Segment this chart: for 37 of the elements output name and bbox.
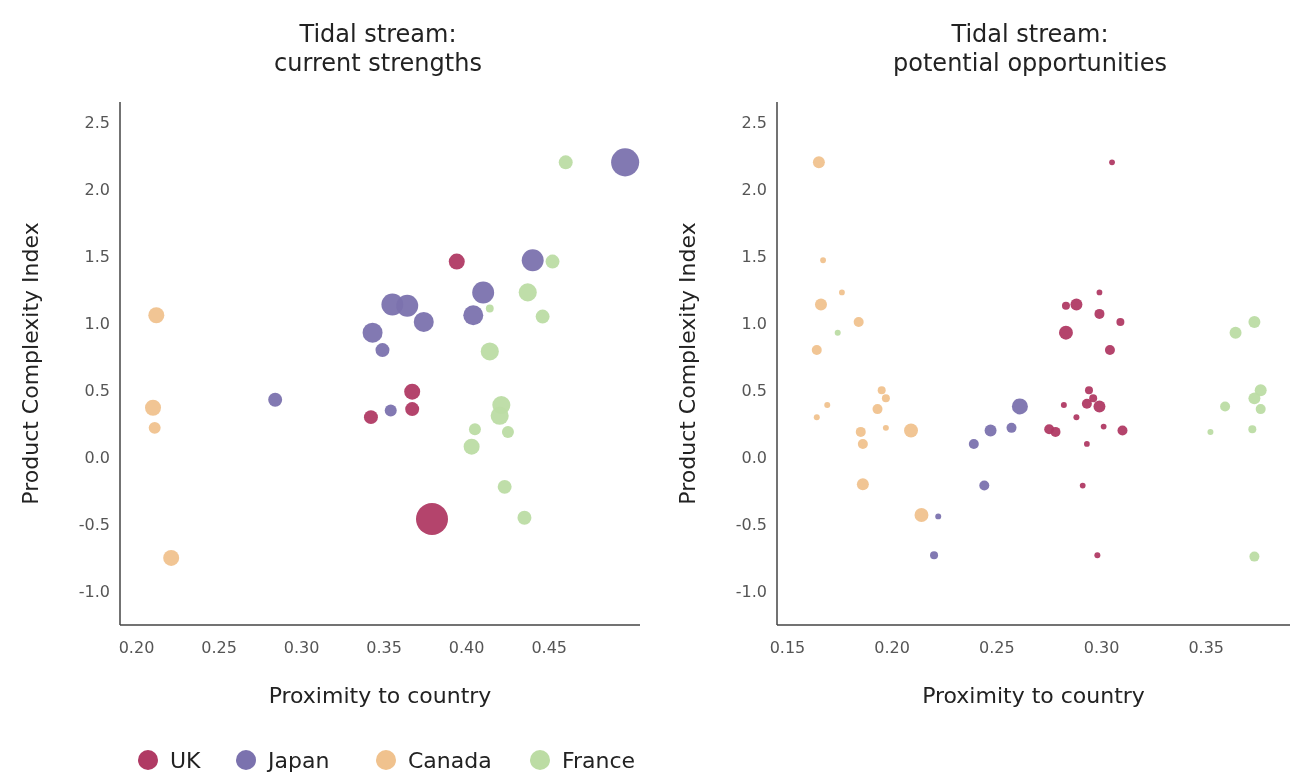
- y-tick-label: -1.0: [78, 582, 110, 602]
- chart-title: Tidal stream: current strengths: [274, 20, 482, 77]
- x-tick-label: 0.25: [201, 638, 237, 657]
- x-axis-title: Proximity to country: [268, 683, 492, 708]
- y-tick-label: -1.0: [735, 582, 767, 602]
- y-tick-label: -0.5: [78, 515, 110, 535]
- x-tick-label: 0.20: [874, 638, 910, 657]
- y-tick-label: 2.0: [84, 179, 110, 199]
- legend-label: Canada: [408, 747, 492, 773]
- y-tick-label: 2.5: [741, 112, 767, 132]
- y-tick-label: 1.5: [741, 246, 767, 266]
- x-tick-label: 0.15: [769, 638, 806, 657]
- y-tick-label: 2.0: [741, 179, 767, 199]
- y-tick-label: 1.0: [741, 313, 767, 333]
- y-axis-title: Product Complexity Index: [674, 222, 700, 505]
- legend-label: UK: [170, 747, 202, 773]
- x-tick-label: 0.35: [366, 638, 402, 657]
- chart-title: Tidal stream: potential opportunities: [893, 20, 1167, 77]
- x-tick-label: 0.40: [448, 638, 485, 657]
- y-tick-label: 0.5: [84, 380, 110, 400]
- x-tick-label: 0.25: [979, 638, 1015, 657]
- x-axis-title: Proximity to country: [922, 683, 1145, 708]
- legend-label: Japan: [266, 747, 330, 773]
- y-tick-label: -0.5: [735, 515, 767, 535]
- x-tick-label: 0.35: [1188, 638, 1225, 657]
- y-tick-label: 0.0: [84, 447, 110, 467]
- y-axis-title: Product Complexity Index: [17, 222, 43, 505]
- x-tick-label: 0.30: [283, 638, 320, 657]
- y-tick-label: 1.0: [84, 313, 110, 333]
- y-tick-label: 0.5: [741, 380, 767, 400]
- x-tick-label: 0.30: [1083, 638, 1120, 657]
- x-tick-label: 0.45: [531, 638, 568, 657]
- y-tick-label: 1.5: [84, 246, 110, 266]
- x-tick-label: 0.20: [118, 638, 155, 657]
- y-tick-label: 0.0: [741, 447, 767, 467]
- legend-label: France: [562, 747, 636, 773]
- y-tick-label: 2.5: [84, 112, 110, 132]
